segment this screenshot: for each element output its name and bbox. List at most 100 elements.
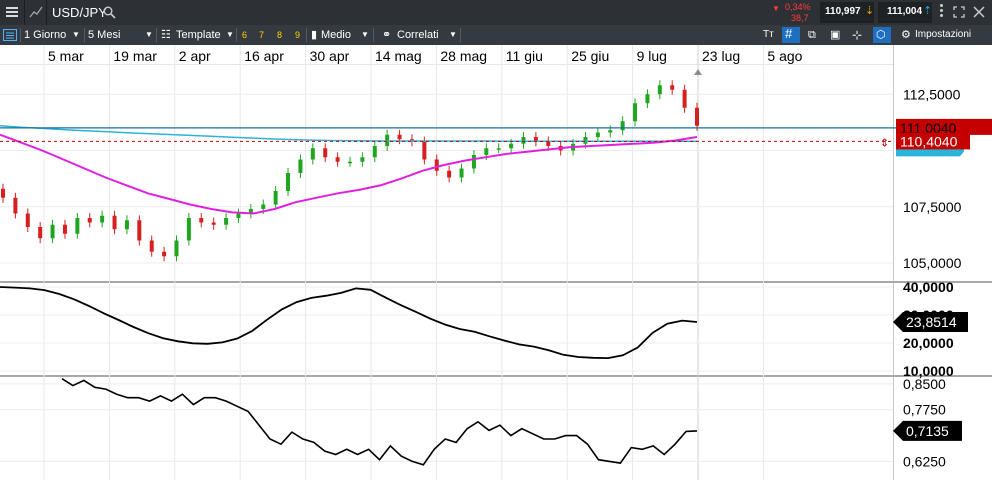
candle-up[interactable] xyxy=(186,218,191,241)
candle-down[interactable] xyxy=(447,170,452,178)
candle-down[interactable] xyxy=(149,240,154,252)
current-price-label: 110,4040 xyxy=(900,133,958,149)
candle-up[interactable] xyxy=(633,103,638,122)
quick-button-7[interactable]: 7 xyxy=(259,30,265,40)
candle-up[interactable] xyxy=(608,130,613,133)
candle-down[interactable] xyxy=(38,227,43,239)
chevron-down-icon[interactable]: ▼ xyxy=(72,30,80,39)
sell-price-box[interactable]: 110,997 ⇣ xyxy=(820,2,874,23)
template-icon[interactable]: ☷ xyxy=(161,29,171,41)
search-icon[interactable] xyxy=(103,6,116,19)
range-dropdown[interactable]: 5 Mesi xyxy=(88,29,121,41)
candle-down[interactable] xyxy=(199,218,204,223)
settings-menu[interactable]: Impostazioni xyxy=(915,29,972,40)
candle-down[interactable] xyxy=(323,148,328,158)
candle-up[interactable] xyxy=(348,161,352,164)
chevron-down-icon[interactable]: ▼ xyxy=(361,30,369,39)
candle-down[interactable] xyxy=(546,141,551,147)
symbol-label[interactable]: USD/JPY xyxy=(52,5,107,20)
candle-up[interactable] xyxy=(100,215,105,223)
candle-down[interactable] xyxy=(1,188,5,198)
panel-toggle-icon[interactable] xyxy=(3,29,17,41)
indicator-pane-2[interactable] xyxy=(61,378,698,466)
candle-down[interactable] xyxy=(670,85,675,90)
candle-down[interactable] xyxy=(62,224,67,234)
window-icon[interactable]: ▣ xyxy=(830,29,841,41)
copy-icon[interactable]: ⧉ xyxy=(808,29,816,41)
candle-up[interactable] xyxy=(236,213,241,219)
candle-up[interactable] xyxy=(372,146,377,158)
candle-up[interactable] xyxy=(645,94,650,104)
chart-area[interactable]: 5 mar 19 mar 2 apr 16 apr 30 apr 14 mag 28 mag… xyxy=(0,45,992,480)
candle-up[interactable] xyxy=(174,240,179,257)
candle-up[interactable] xyxy=(484,148,489,155)
candle-down[interactable] xyxy=(397,134,402,140)
close-icon[interactable] xyxy=(973,6,985,18)
candle-down[interactable] xyxy=(162,251,167,257)
price-pane[interactable] xyxy=(0,80,992,262)
related-dropdown[interactable]: Correlati xyxy=(397,29,439,41)
candle-up[interactable] xyxy=(124,220,129,230)
candle-up[interactable] xyxy=(261,204,266,210)
candle-down[interactable] xyxy=(434,159,439,171)
chart-type-icon[interactable] xyxy=(29,5,43,19)
bar-size-dropdown[interactable]: Medio xyxy=(321,29,351,41)
candle-up[interactable] xyxy=(471,155,476,169)
candle-down[interactable] xyxy=(422,141,427,160)
candle-down[interactable] xyxy=(335,157,340,162)
candle-up[interactable] xyxy=(595,132,600,138)
more-options-icon[interactable] xyxy=(940,4,943,17)
chevron-down-icon[interactable]: ▼ xyxy=(226,30,234,39)
candle-down[interactable] xyxy=(112,215,117,230)
template-dropdown[interactable]: Template xyxy=(176,29,221,41)
chevron-down-icon[interactable]: ▼ xyxy=(449,30,457,39)
y-tick-label: 40,0000 xyxy=(903,279,954,295)
candle-down[interactable] xyxy=(682,89,687,108)
candle-up[interactable] xyxy=(496,148,501,150)
candle-up[interactable] xyxy=(360,157,365,162)
maximize-icon[interactable] xyxy=(953,6,965,18)
ma-price-tag xyxy=(896,147,964,157)
candle-up[interactable] xyxy=(310,148,315,160)
buy-price-box[interactable]: 111,004 ⇡ xyxy=(878,2,932,23)
hamburger-menu-icon[interactable] xyxy=(6,7,18,18)
candle-up[interactable] xyxy=(286,173,291,191)
settings-gear-icon[interactable]: ⚙ xyxy=(901,29,911,41)
bar-size-icon[interactable]: ▮ xyxy=(311,29,318,41)
latest-bar-marker xyxy=(694,69,702,75)
chart-canvas[interactable]: 5 mar 19 mar 2 apr 16 apr 30 apr 14 mag 28 mag… xyxy=(0,45,992,480)
indicator-2-value-label: 0,7135 xyxy=(906,423,949,439)
candle-down[interactable] xyxy=(25,213,30,228)
tag-icon[interactable]: ⬡ xyxy=(873,27,891,43)
moving-average-slow xyxy=(0,125,697,143)
chevron-down-icon[interactable]: ▼ xyxy=(145,30,153,39)
candle-down[interactable] xyxy=(211,222,216,225)
candle-down[interactable] xyxy=(137,220,142,241)
quick-button-9[interactable]: 9 xyxy=(295,30,301,40)
text-tool-icon[interactable]: Tт xyxy=(763,29,774,40)
candle-up[interactable] xyxy=(273,191,278,205)
candle-up[interactable] xyxy=(248,209,253,214)
candle-down[interactable] xyxy=(533,137,538,142)
candle-up[interactable] xyxy=(50,224,55,239)
candle-up[interactable] xyxy=(620,121,625,131)
quick-button-6[interactable]: 6 xyxy=(242,30,248,40)
candle-up[interactable] xyxy=(583,137,588,144)
related-icon[interactable]: ⚭ xyxy=(382,29,392,41)
candle-up[interactable] xyxy=(521,137,526,144)
candle-up[interactable] xyxy=(75,218,80,234)
candle-down[interactable] xyxy=(695,107,699,126)
indicator-pane-1[interactable] xyxy=(0,286,698,360)
candle-up[interactable] xyxy=(459,168,464,178)
change-pct: 0,34% xyxy=(785,2,811,12)
crosshair-icon[interactable]: ⊹ xyxy=(852,28,863,42)
interval-dropdown[interactable]: 1 Giorno xyxy=(24,29,67,41)
candle-up[interactable] xyxy=(298,159,303,174)
candle-down[interactable] xyxy=(13,197,18,214)
candle-down[interactable] xyxy=(87,218,92,223)
candle-up[interactable] xyxy=(224,218,229,225)
candle-up[interactable] xyxy=(657,85,662,95)
quick-button-8[interactable]: 8 xyxy=(277,30,283,40)
grid-icon[interactable]: # xyxy=(782,26,800,43)
candle-up[interactable] xyxy=(509,143,514,149)
